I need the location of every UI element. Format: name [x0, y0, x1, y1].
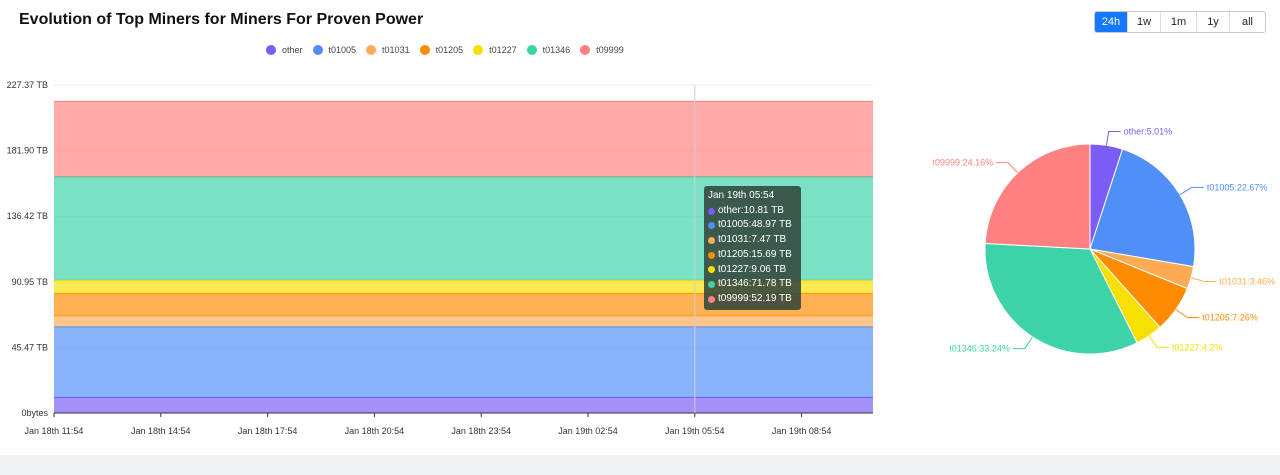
legend-marker	[580, 45, 591, 55]
tooltip-value: other:10.81 TB	[718, 204, 784, 216]
legend-item-t01031[interactable]: t01031	[366, 45, 410, 55]
legend-marker	[419, 45, 430, 55]
pie-slice-label: t01227:4.2%	[1172, 342, 1223, 352]
x-tick-label: Jan 19th 05:54	[665, 426, 725, 436]
tooltip-row: t01346:71.78 TB	[708, 277, 801, 292]
range-tab-1m[interactable]: 1m	[1160, 12, 1196, 32]
tooltip-marker	[708, 281, 715, 289]
axes: 0bytes 45.47 TB 90.95 TB 136.42 TB 181.90 TB…	[7, 80, 873, 436]
tooltip-value: t01005:48.97 TB	[718, 219, 792, 231]
area-band-t01346	[54, 176, 873, 281]
pie-label-leader	[1175, 309, 1200, 319]
legend-marker	[526, 45, 537, 55]
legend-item-t01346[interactable]: t01346	[526, 45, 571, 55]
chart-canvas[interactable]: 0bytes 45.47 TB 90.95 TB 136.42 TB 181.90 TB…	[0, 0, 1280, 455]
tooltip-row: t01205:15.69 TB	[708, 248, 801, 263]
legend-item-t01205[interactable]: t01205	[419, 45, 464, 55]
legend-label: other	[282, 45, 303, 55]
y-tick-label: 45.47 TB	[12, 342, 48, 352]
pie-slice-t01346	[984, 242, 1138, 355]
pie-chart: other:5.01% t01005:22.67% t01031:3.46% t012…	[933, 126, 1275, 355]
y-tick-label: 90.95 TB	[12, 277, 48, 287]
range-tab-all[interactable]: all	[1229, 12, 1265, 32]
tooltip-marker	[708, 266, 715, 274]
pie-slice-t09999	[984, 143, 1091, 250]
tooltip-marker	[708, 222, 715, 230]
area-series	[54, 100, 873, 413]
legend-marker	[473, 45, 484, 55]
pie-label-leader	[1190, 277, 1217, 283]
legend-label: t01031	[382, 45, 410, 55]
x-tick-label: Jan 19th 08:54	[772, 426, 832, 436]
x-tick-label: Jan 18th 20:54	[345, 426, 405, 436]
x-tick-label: Jan 19th 02:54	[558, 426, 618, 436]
pie-slice-t01005	[1089, 148, 1196, 268]
x-tick-label: Jan 18th 23:54	[451, 426, 511, 436]
tooltip-value: t01227:9.06 TB	[718, 263, 787, 275]
range-tab-1w[interactable]: 1w	[1127, 12, 1160, 32]
legend-label: t01346	[542, 45, 571, 55]
range-selector: 24h 1w 1m 1y all	[1094, 11, 1266, 33]
legend-item-t01227[interactable]: t01227	[473, 45, 517, 55]
pie-label-leader	[1105, 130, 1121, 146]
legend-label: t01205	[435, 45, 464, 55]
pie-slice-label: t01031:3.46%	[1219, 277, 1275, 287]
pie-label-leader	[1179, 186, 1204, 196]
area-band-t01205	[54, 293, 873, 316]
tooltip-marker	[708, 207, 715, 215]
chart-legend: other t01005 t01031 t01205 t01227 t01346 t0999…	[266, 43, 634, 57]
area-band-t01031	[54, 315, 873, 327]
pie-label-leader	[1012, 336, 1033, 350]
x-tick-label: Jan 18th 11:54	[25, 426, 84, 436]
x-tick-label: Jan 18th 14:54	[131, 426, 191, 436]
page-footer-band	[0, 455, 1280, 475]
tooltip-row: t01227:9.06 TB	[708, 263, 801, 278]
legend-label: t01005	[328, 45, 357, 55]
pie-slice-label: t01346:33.24%	[949, 344, 1010, 354]
legend-item-other[interactable]: other	[266, 45, 303, 55]
tooltip-marker	[708, 236, 715, 244]
pie-slice-label: t01205:7.26%	[1202, 313, 1258, 323]
y-tick-label: 136.42 TB	[7, 211, 48, 221]
tooltip-row: other:10.81 TB	[708, 204, 801, 219]
tooltip-row: t01031:7.47 TB	[708, 233, 801, 248]
area-band-t01005	[54, 326, 873, 398]
chart-title: Evolution of Top Miners for Miners For P…	[19, 11, 424, 28]
legend-item-t09999[interactable]: t09999	[580, 45, 624, 55]
legend-marker	[366, 45, 377, 55]
range-tab-24h[interactable]: 24h	[1095, 12, 1127, 32]
tooltip-value: t09999:52.19 TB	[718, 292, 792, 304]
y-tick-label: 0bytes	[21, 408, 48, 418]
legend-label: t09999	[596, 45, 624, 55]
legend-marker	[312, 45, 323, 55]
tooltip-marker	[708, 251, 715, 259]
tooltip-title: Jan 19th 05:54	[708, 190, 775, 201]
area-band-other	[54, 397, 873, 413]
legend-marker	[266, 45, 276, 55]
x-tick-label: Jan 18th 17:54	[238, 426, 298, 436]
legend-item-t01005[interactable]: t01005	[312, 45, 357, 55]
legend-label: t01227	[489, 45, 517, 55]
y-tick-label: 227.37 TB	[7, 80, 48, 90]
y-tick-label: 181.90 TB	[7, 146, 48, 156]
pie-label-leader	[996, 162, 1019, 174]
tooltip-row: t09999:52.19 TB	[708, 292, 801, 307]
chart-card: Evolution of Top Miners for Miners For P…	[0, 0, 1280, 455]
tooltip-value: t01031:7.47 TB	[718, 234, 787, 246]
pie-label-leader	[1148, 335, 1169, 348]
tooltip-value: t01205:15.69 TB	[718, 248, 792, 260]
pie-slice-label: t09999:24.16%	[933, 158, 994, 168]
pie-slice-label: t01005:22.67%	[1207, 182, 1268, 192]
area-band-t01227	[54, 280, 873, 294]
area-band-t09999	[54, 101, 873, 177]
tooltip-row: t01005:48.97 TB	[708, 218, 801, 233]
chart-tooltip: Jan 19th 05:54 other:10.81 TB t01005:48.9…	[704, 186, 801, 310]
tooltip-marker	[708, 295, 715, 303]
tooltip-value: t01346:71.78 TB	[718, 278, 792, 290]
pie-slice-label: other:5.01%	[1124, 126, 1173, 136]
range-tab-1y[interactable]: 1y	[1196, 12, 1229, 32]
